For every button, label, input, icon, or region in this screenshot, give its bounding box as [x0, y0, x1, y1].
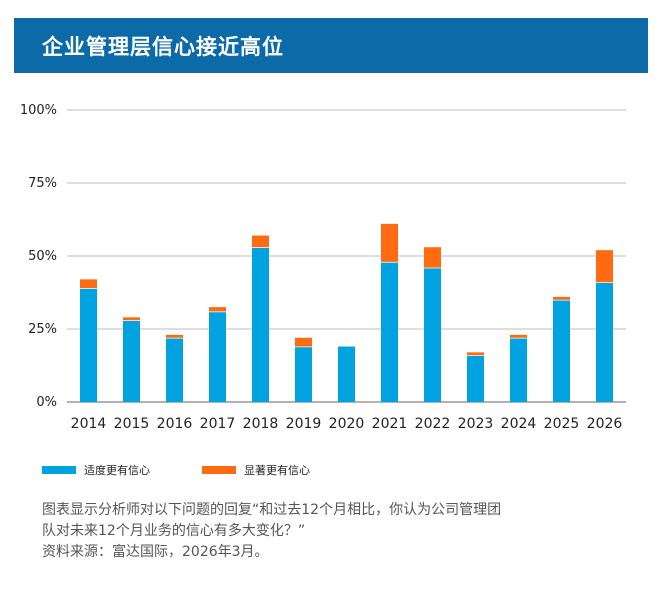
- x-tick-label: 2023: [458, 416, 494, 432]
- x-tick-label: 2018: [243, 416, 279, 432]
- bar-significant: [467, 352, 484, 356]
- y-tick-label: 50%: [28, 249, 57, 264]
- note-line-2: 队对未来12个月业务的信心有多大变化？”: [42, 523, 306, 539]
- legend-swatch-moderate: [42, 466, 76, 474]
- bar-significant: [209, 307, 226, 312]
- bar-significant: [596, 250, 613, 283]
- bar-significant: [80, 279, 97, 289]
- x-tick-label: 2024: [501, 416, 537, 432]
- legend-label-significant: 显著更有信心: [244, 464, 310, 477]
- x-tick-label: 2015: [114, 416, 150, 432]
- chart-notes: 图表显示分析师对以下问题的回复“和过去12个月相比，你认为公司管理团 队对未来1…: [42, 500, 642, 563]
- x-tick-label: 2016: [157, 416, 193, 432]
- bar-moderate: [80, 288, 97, 402]
- x-tick-label: 2020: [329, 416, 365, 432]
- legend: 适度更有信心 显著更有信心: [42, 462, 310, 478]
- bar-significant: [252, 235, 269, 248]
- x-tick-label: 2026: [587, 416, 623, 432]
- legend-item-significant: 显著更有信心: [202, 462, 310, 478]
- bar-moderate: [338, 346, 355, 402]
- note-line-3: 资料来源：富达国际，2026年3月。: [42, 544, 269, 560]
- legend-swatch-significant: [202, 466, 236, 474]
- bar-moderate: [553, 299, 570, 402]
- bar-significant: [553, 296, 570, 300]
- x-tick-label: 2019: [286, 416, 322, 432]
- legend-item-moderate: 适度更有信心: [42, 462, 150, 478]
- bar-moderate: [510, 337, 527, 402]
- bar-significant: [424, 247, 441, 268]
- x-tick-label: 2025: [544, 416, 580, 432]
- bar-moderate: [381, 261, 398, 402]
- y-tick-label: 75%: [28, 176, 57, 191]
- y-tick-label: 25%: [28, 322, 57, 337]
- bar-moderate: [467, 355, 484, 402]
- bar-moderate: [252, 247, 269, 402]
- x-tick-label: 2017: [200, 416, 236, 432]
- y-tick-label: 100%: [20, 103, 57, 118]
- note-line-1: 图表显示分析师对以下问题的回复“和过去12个月相比，你认为公司管理团: [42, 502, 502, 518]
- x-tick-label: 2021: [372, 416, 408, 432]
- legend-label-moderate: 适度更有信心: [84, 464, 150, 477]
- bar-moderate: [596, 282, 613, 402]
- bar-significant: [381, 223, 398, 262]
- bar-moderate: [123, 320, 140, 402]
- stacked-bar-chart: 0% 25% 50% 75% 100% 2014 2015 2016 2017 2018 2019 2…: [20, 103, 626, 432]
- bar-moderate: [209, 311, 226, 402]
- bar-moderate: [166, 337, 183, 402]
- chart-title: 企业管理层信心接近高位: [42, 35, 284, 59]
- bar-significant: [123, 317, 140, 321]
- bar-significant: [295, 337, 312, 347]
- y-tick-label: 0%: [36, 395, 57, 410]
- bar-significant: [166, 334, 183, 338]
- title-banner: 企业管理层信心接近高位: [14, 18, 648, 73]
- bar-significant: [510, 334, 527, 338]
- x-tick-label: 2014: [71, 416, 107, 432]
- bar-moderate: [295, 346, 312, 402]
- bar-moderate: [424, 267, 441, 402]
- x-tick-label: 2022: [415, 416, 451, 432]
